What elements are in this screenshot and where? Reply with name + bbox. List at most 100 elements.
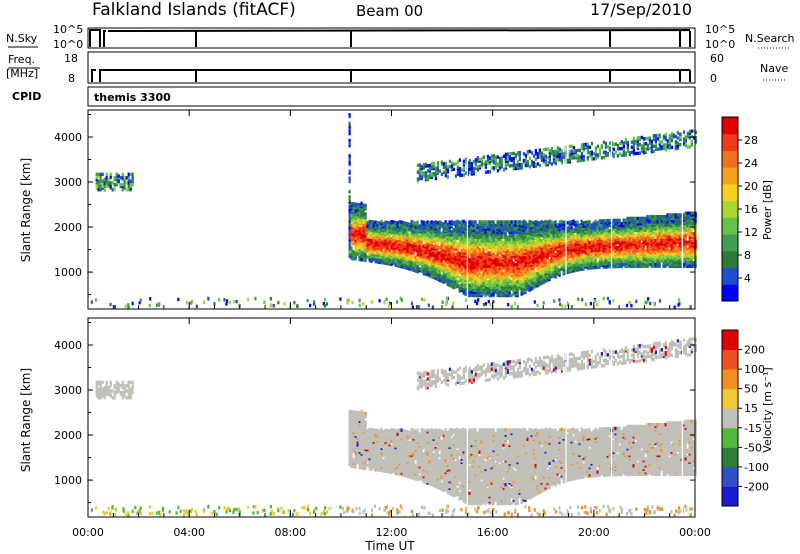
data-cell	[474, 240, 477, 245]
data-cell	[560, 228, 563, 232]
data-cell	[430, 266, 433, 270]
data-cell	[410, 238, 413, 243]
data-cell	[660, 254, 663, 258]
data-cell	[566, 241, 569, 246]
data-cell	[426, 237, 429, 241]
data-cell	[524, 276, 527, 281]
data-cell	[408, 236, 411, 240]
data-cell	[602, 246, 605, 250]
data-cell	[568, 263, 571, 267]
data-cell	[520, 231, 523, 235]
data-cell	[616, 234, 619, 238]
data-cell	[520, 280, 523, 285]
data-cell	[550, 247, 553, 252]
data-cell	[540, 278, 543, 282]
data-cell	[674, 233, 677, 238]
data-cell	[496, 237, 499, 241]
data-cell	[584, 229, 587, 233]
data-cell	[434, 254, 437, 258]
data-cell	[532, 229, 535, 234]
data-cell	[416, 264, 419, 269]
data-cell	[628, 247, 631, 251]
data-cell	[470, 221, 473, 226]
data-cell	[486, 271, 489, 276]
data-cell	[604, 246, 607, 250]
data-cell	[626, 261, 629, 265]
data-cell	[484, 233, 487, 238]
data-cell	[590, 259, 593, 263]
data-cell	[350, 217, 353, 221]
data-cell	[674, 264, 677, 268]
data-cell	[454, 246, 457, 250]
data-cell	[676, 257, 679, 262]
data-cell	[542, 249, 545, 254]
data-cell	[434, 273, 437, 277]
data-cell	[590, 249, 593, 253]
data-cell	[568, 235, 571, 240]
data-cell	[502, 287, 505, 291]
data-cell	[504, 244, 507, 248]
data-cell	[458, 275, 461, 279]
data-cell	[394, 227, 397, 232]
data-cell	[478, 228, 481, 233]
data-cell	[430, 240, 433, 245]
data-cell	[570, 247, 573, 251]
data-cell	[594, 238, 597, 242]
data-cell	[662, 250, 665, 255]
data-cell	[562, 225, 565, 230]
data-cell	[650, 230, 653, 234]
data-cell	[436, 274, 439, 278]
data-cell	[558, 251, 561, 255]
data-cell	[474, 254, 477, 258]
data-cell	[552, 251, 555, 256]
data-cell	[502, 230, 505, 234]
data-cell	[572, 231, 575, 235]
data-cell	[356, 204, 359, 208]
data-cell	[508, 251, 511, 255]
data-cell	[488, 266, 491, 270]
data-cell	[582, 239, 585, 244]
data-cell	[582, 267, 585, 271]
data-cell	[474, 276, 477, 281]
data-cell	[674, 259, 677, 263]
data-cell	[570, 225, 573, 229]
data-cell	[398, 242, 401, 246]
data-cell	[458, 279, 461, 283]
data-cell	[358, 220, 361, 224]
data-cell	[512, 227, 515, 231]
data-cell	[518, 271, 521, 275]
data-cell	[608, 263, 611, 267]
data-cell	[440, 264, 443, 268]
data-cell	[364, 255, 367, 259]
data-cell	[410, 266, 413, 270]
data-cell	[510, 268, 513, 272]
data-cell	[390, 252, 393, 256]
data-cell	[502, 292, 505, 296]
data-cell	[524, 254, 527, 259]
data-cell	[622, 230, 625, 234]
data-cell	[384, 225, 387, 230]
data-cell	[576, 242, 579, 247]
data-cell	[608, 241, 611, 245]
data-cell	[450, 262, 453, 267]
data-cell	[456, 235, 459, 239]
data-cell	[492, 227, 495, 231]
data-cell	[400, 229, 403, 233]
data-cell	[432, 239, 435, 244]
data-cell	[490, 264, 493, 269]
data-cell	[576, 263, 579, 267]
data-cell	[506, 245, 509, 250]
data-cell	[484, 276, 487, 281]
data-cell	[534, 240, 537, 244]
data-cell	[620, 264, 623, 269]
data-cell	[530, 234, 533, 238]
data-cell	[366, 250, 369, 254]
data-cell	[494, 263, 497, 267]
data-cell	[630, 225, 633, 229]
data-cell	[640, 233, 643, 238]
data-cell	[584, 254, 587, 259]
data-cell	[580, 245, 583, 249]
data-cell	[386, 231, 389, 235]
data-cell	[380, 219, 383, 224]
data-cell	[580, 260, 583, 265]
